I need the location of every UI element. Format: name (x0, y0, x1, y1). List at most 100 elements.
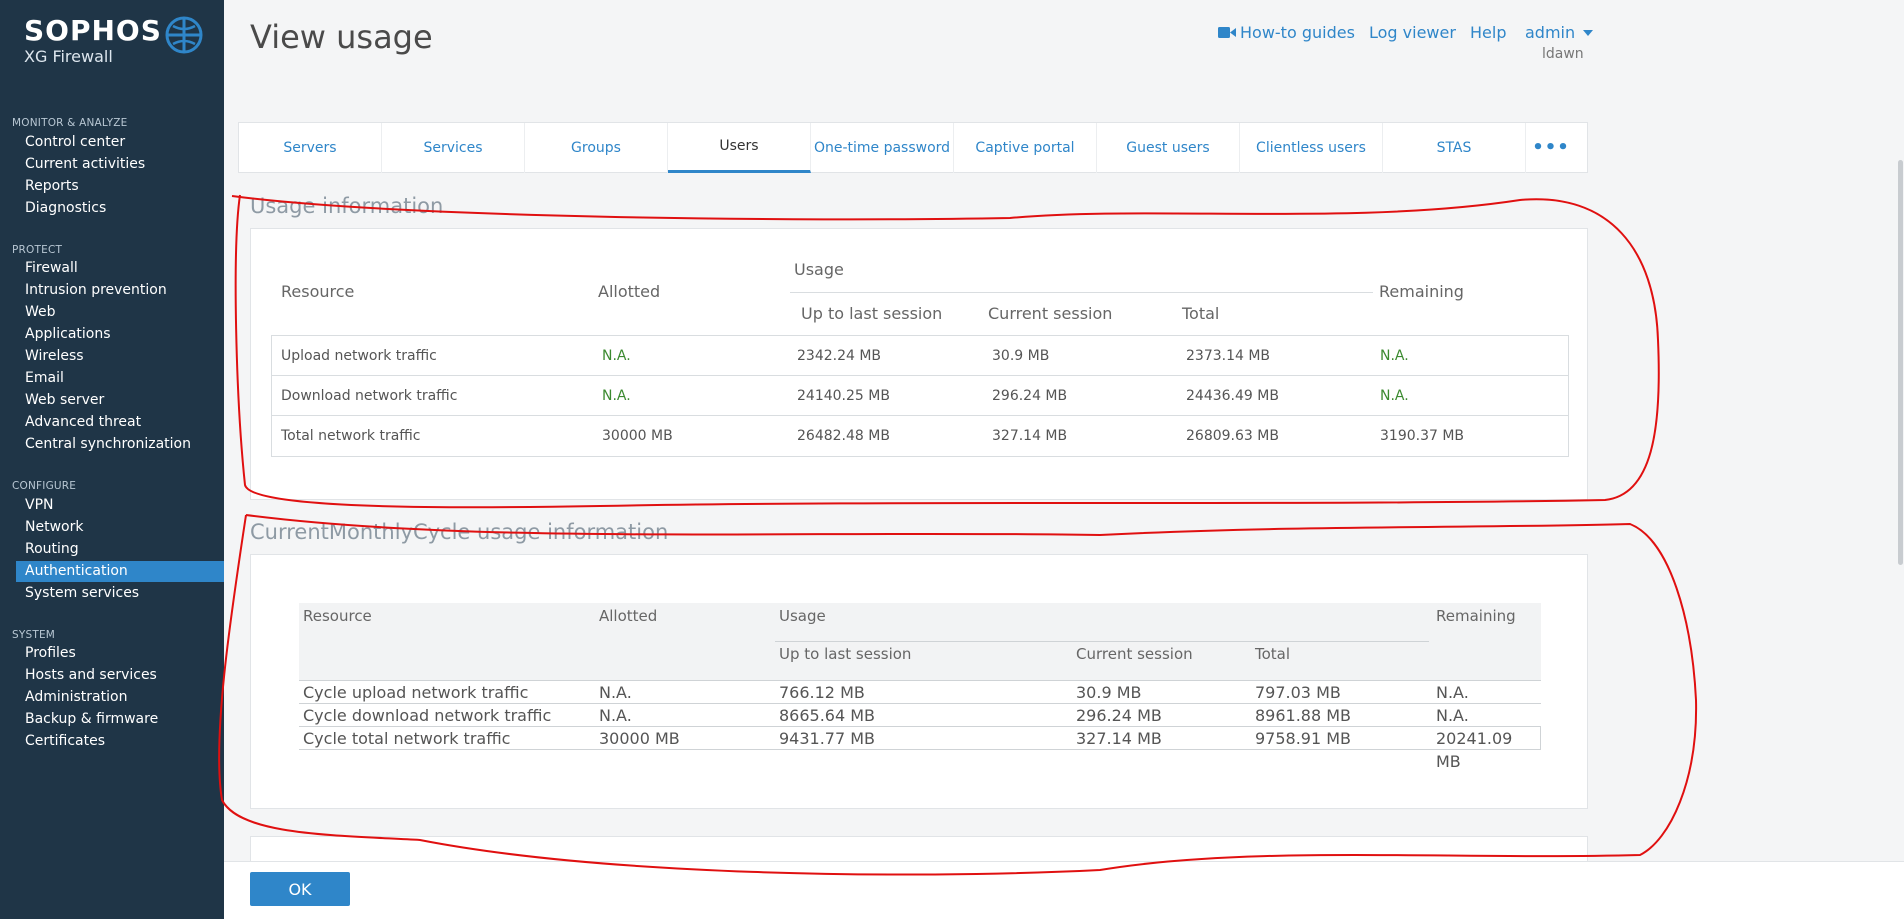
table-row: Total network traffic 30000 MB 26482.48 … (272, 416, 1568, 456)
annotation-circle-cycle (218, 514, 1698, 876)
sidebar-item-firewall[interactable]: Firewall (25, 260, 78, 276)
cell-remaining: 3190.37 MB (1380, 428, 1465, 444)
globe-icon (165, 16, 203, 54)
sidebar-item-diagnostics[interactable]: Diagnostics (25, 200, 107, 216)
video-camera-icon (1218, 27, 1236, 38)
scrollbar[interactable] (1898, 160, 1903, 565)
product-name: XG Firewall (24, 47, 113, 66)
tab-clientless-users[interactable]: Clientless users (1240, 123, 1383, 173)
cell-up-to-last: 2342.24 MB (797, 348, 882, 364)
sidebar-item-administration[interactable]: Administration (25, 689, 128, 705)
nav-section-configure: CONFIGURE (12, 480, 77, 492)
sidebar-item-reports[interactable]: Reports (25, 178, 79, 194)
table-header: Resource Allotted Usage Up to last sessi… (299, 603, 1541, 681)
cell-remaining: N.A. (1436, 683, 1469, 702)
tab-users[interactable]: Users (668, 123, 811, 173)
cell-resource: Cycle total network traffic (303, 729, 511, 748)
nav-section-protect: PROTECT (12, 244, 63, 256)
cell-up-to-last: 766.12 MB (779, 683, 865, 702)
tab-one-time-password[interactable]: One-time password (811, 123, 954, 173)
nav-section-system: SYSTEM (12, 629, 56, 641)
sidebar-item-control-center[interactable]: Control center (25, 134, 126, 150)
cell-resource: Cycle download network traffic (303, 706, 552, 725)
table-row: Cycle upload network traffic N.A. 766.12… (299, 681, 1541, 704)
cell-up-to-last: 26482.48 MB (797, 428, 890, 444)
cell-allotted: 30000 MB (599, 729, 680, 748)
sidebar-item-network[interactable]: Network (25, 519, 84, 535)
col-header-usage: Usage (779, 607, 826, 625)
usage-header-divider (790, 292, 1373, 293)
cell-allotted: N.A. (599, 683, 632, 702)
sidebar-item-profiles[interactable]: Profiles (25, 645, 76, 661)
cell-remaining: 20241.09 MB (1436, 729, 1513, 771)
col-header-usage: Usage (794, 260, 844, 279)
cell-allotted: 30000 MB (602, 428, 673, 444)
col-header-total: Total (1182, 304, 1220, 323)
sidebar-item-central-synchronization[interactable]: Central synchronization (25, 436, 191, 452)
sidebar-item-email[interactable]: Email (25, 370, 64, 386)
log-viewer-link[interactable]: Log viewer (1369, 23, 1456, 42)
cell-resource: Total network traffic (281, 428, 421, 444)
brand-name: SOPHOS (24, 14, 162, 47)
col-header-up-to-last: Up to last session (779, 645, 912, 663)
cell-current: 296.24 MB (992, 388, 1068, 404)
tab-servers[interactable]: Servers (239, 123, 382, 173)
cell-resource: Upload network traffic (281, 348, 437, 364)
cell-total: 26809.63 MB (1186, 428, 1279, 444)
cell-total: 8961.88 MB (1255, 706, 1352, 725)
sidebar-item-web-server[interactable]: Web server (25, 392, 105, 408)
table-row: Cycle download network traffic N.A. 8665… (299, 704, 1541, 727)
tab-captive-portal[interactable]: Captive portal (954, 123, 1097, 173)
cell-up-to-last: 9431.77 MB (779, 729, 876, 748)
table-row: Upload network traffic N.A. 2342.24 MB 3… (272, 336, 1568, 376)
cell-resource: Cycle upload network traffic (303, 683, 529, 702)
sidebar-item-wireless[interactable]: Wireless (25, 348, 84, 364)
sidebar-item-routing[interactable]: Routing (25, 541, 79, 557)
cycle-info-table: Resource Allotted Usage Up to last sessi… (299, 603, 1541, 771)
cell-remaining: N.A. (1380, 388, 1409, 404)
tab-stas[interactable]: STAS (1383, 123, 1526, 173)
cell-up-to-last: 8665.64 MB (779, 706, 876, 725)
sidebar-item-hosts-and-services[interactable]: Hosts and services (25, 667, 157, 683)
cell-current: 30.9 MB (992, 348, 1050, 364)
sidebar-item-applications[interactable]: Applications (25, 326, 111, 342)
usage-info-panel: Resource Allotted Usage Up to last sessi… (250, 228, 1588, 500)
col-header-resource: Resource (281, 282, 355, 301)
sidebar: SOPHOS XG Firewall MONITOR & ANALYZE Con… (0, 0, 224, 919)
sidebar-item-system-services[interactable]: System services (25, 585, 140, 601)
col-header-allotted: Allotted (599, 607, 658, 625)
cell-allotted: N.A. (602, 388, 631, 404)
cell-total: 9758.91 MB (1255, 729, 1352, 748)
tab-groups[interactable]: Groups (525, 123, 668, 173)
sidebar-item-web[interactable]: Web (25, 304, 56, 320)
how-to-guides-link[interactable]: How-to guides (1218, 23, 1355, 42)
cell-total: 797.03 MB (1255, 683, 1341, 702)
admin-label: admin (1525, 23, 1576, 42)
sidebar-item-authentication[interactable]: Authentication (16, 561, 224, 582)
sidebar-item-intrusion-prevention[interactable]: Intrusion prevention (25, 282, 167, 298)
caret-down-icon (1583, 30, 1594, 36)
annotation-circle-usage (231, 194, 1660, 509)
col-header-resource: Resource (303, 607, 372, 625)
ok-button[interactable]: OK (250, 872, 350, 906)
cycle-info-title: CurrentMonthlyCycle usage information (250, 520, 669, 544)
sidebar-item-vpn[interactable]: VPN (25, 497, 54, 513)
sophos-logo[interactable]: SOPHOS XG Firewall (24, 14, 203, 66)
help-link[interactable]: Help (1470, 23, 1507, 42)
sidebar-item-certificates[interactable]: Certificates (25, 733, 106, 749)
cell-remaining: N.A. (1380, 348, 1409, 364)
tab-services[interactable]: Services (382, 123, 525, 173)
col-header-up-to-last: Up to last session (801, 304, 943, 323)
tab-guest-users[interactable]: Guest users (1097, 123, 1240, 173)
username: ldawn (1542, 46, 1584, 62)
cell-current: 327.14 MB (992, 428, 1068, 444)
cell-current: 327.14 MB (1076, 729, 1162, 748)
sidebar-item-backup-firmware[interactable]: Backup & firmware (25, 711, 159, 727)
sidebar-item-advanced-threat[interactable]: Advanced threat (25, 414, 142, 430)
cell-allotted: N.A. (602, 348, 631, 364)
table-row: Download network traffic N.A. 24140.25 M… (272, 376, 1568, 416)
admin-menu[interactable]: admin (1525, 23, 1594, 42)
tab-more[interactable]: ••• (1532, 137, 1570, 158)
sidebar-item-current-activities[interactable]: Current activities (25, 156, 146, 172)
